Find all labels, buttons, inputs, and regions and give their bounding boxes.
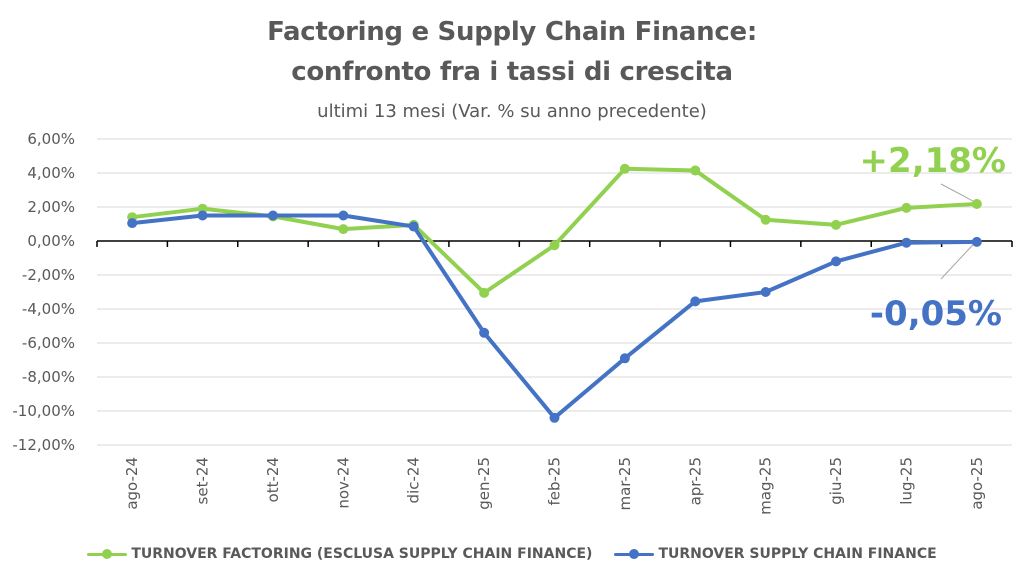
y-tick-label: 4,00% — [27, 164, 75, 182]
x-tick-label: gen-25 — [475, 457, 493, 510]
chart-subtitle: ultimi 13 mesi (Var. % su anno precedent… — [317, 101, 707, 122]
x-tick-label: set-24 — [194, 457, 212, 504]
legend-marker-blue-icon — [614, 548, 655, 560]
x-tick-label: mag-25 — [757, 457, 775, 515]
data-point — [479, 327, 490, 338]
legend-item-factoring[interactable]: TURNOVER FACTORING (ESCLUSA SUPPLY CHAIN… — [87, 546, 592, 562]
legend: TURNOVER FACTORING (ESCLUSA SUPPLY CHAIN… — [0, 546, 1024, 562]
data-point — [549, 412, 560, 423]
callout-leader-line — [940, 183, 974, 202]
x-axis-tick-labels: ago-24 set-24 ott-24 nov-24 dic-24 gen-25 feb-… — [123, 457, 986, 515]
data-point — [901, 237, 912, 248]
y-tick-label: -8,00% — [22, 368, 75, 386]
data-point — [127, 218, 138, 229]
data-point — [971, 198, 982, 209]
data-point — [267, 210, 278, 221]
x-tick-label: ago-24 — [123, 457, 141, 510]
data-point — [690, 296, 701, 307]
data-point — [690, 165, 701, 176]
data-point — [619, 163, 630, 174]
y-tick-label: -4,00% — [22, 300, 75, 318]
x-tick-label: mar-25 — [616, 457, 634, 511]
x-tick-label: giu-25 — [827, 457, 845, 505]
callout-label-supply-chain: -0,05% — [870, 294, 1002, 334]
data-point — [338, 210, 349, 221]
y-tick-label: 0,00% — [27, 232, 75, 250]
series-supply-chain — [127, 210, 982, 423]
x-tick-label: dic-24 — [405, 457, 423, 503]
x-tick-label: apr-25 — [686, 457, 704, 505]
x-tick-label: nov-24 — [334, 457, 352, 509]
data-point — [549, 240, 560, 251]
data-point — [760, 287, 771, 297]
legend-marker-green-icon — [87, 548, 128, 560]
y-tick-label: -2,00% — [22, 266, 75, 284]
data-point — [619, 353, 630, 364]
chart-title-line-1: Factoring e Supply Chain Finance: — [267, 17, 757, 47]
legend-label-supply-chain: TURNOVER SUPPLY CHAIN FINANCE — [658, 546, 937, 562]
data-point — [479, 287, 490, 298]
data-point — [971, 236, 982, 247]
y-tick-label: 2,00% — [27, 198, 75, 216]
data-point — [408, 221, 419, 232]
series-factoring — [127, 163, 982, 298]
x-tick-label: ago-25 — [968, 457, 986, 510]
chart-title-line-2: confronto fra i tassi di crescita — [291, 57, 733, 87]
y-axis-ticks: 6,00% 4,00% 2,00% 0,00% -2,00% -4,00% -6,00% -8… — [12, 130, 75, 454]
callout-label-factoring: +2,18% — [860, 141, 1006, 181]
legend-label-factoring: TURNOVER FACTORING (ESCLUSA SUPPLY CHAIN… — [131, 546, 593, 562]
annotations: +2,18% -0,05% — [860, 141, 1006, 334]
gridlines — [97, 138, 1012, 446]
y-tick-label: 6,00% — [27, 130, 75, 148]
y-tick-label: -12,00% — [12, 436, 75, 454]
x-tick-label: lug-25 — [897, 457, 915, 505]
x-tick-label: ott-24 — [264, 457, 282, 502]
data-point — [831, 256, 842, 267]
legend-item-supply-chain[interactable]: TURNOVER SUPPLY CHAIN FINANCE — [614, 546, 937, 562]
series-group — [127, 163, 982, 423]
y-tick-label: -6,00% — [22, 334, 75, 352]
data-point — [831, 219, 842, 230]
data-point — [760, 214, 771, 225]
data-point — [338, 224, 349, 235]
callout-leader-line — [940, 244, 974, 280]
series-line — [131, 166, 977, 295]
data-point — [901, 202, 912, 213]
data-point — [197, 210, 208, 221]
y-tick-label: -10,00% — [12, 402, 75, 420]
x-tick-label: feb-25 — [546, 457, 564, 506]
